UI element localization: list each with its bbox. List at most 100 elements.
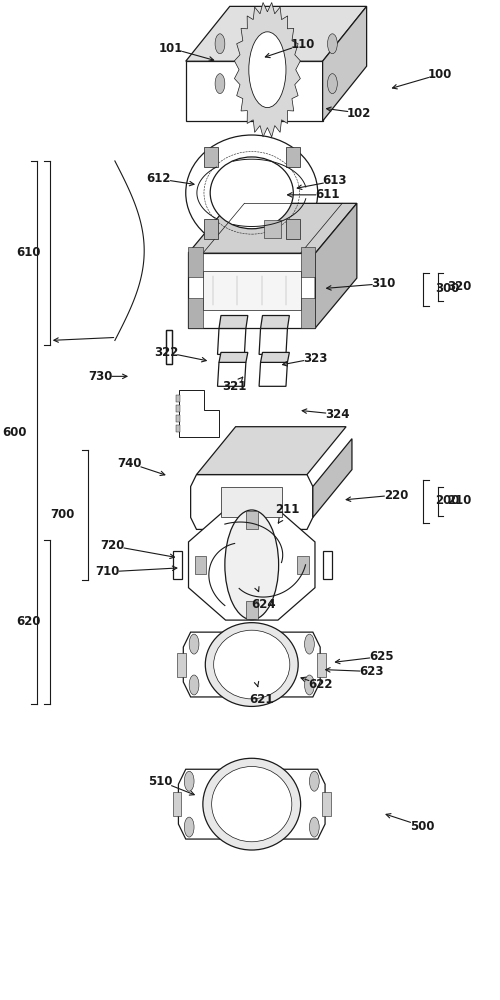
Ellipse shape (186, 135, 318, 251)
Bar (221, 487, 282, 517)
Circle shape (215, 34, 225, 54)
Polygon shape (184, 632, 320, 697)
Polygon shape (188, 253, 316, 328)
Text: 730: 730 (88, 370, 112, 383)
Polygon shape (219, 352, 248, 362)
Polygon shape (186, 61, 322, 121)
Ellipse shape (210, 157, 294, 229)
Circle shape (189, 634, 199, 654)
Bar (317, 653, 326, 677)
Bar (166, 330, 172, 364)
Text: 623: 623 (360, 665, 384, 678)
Text: 500: 500 (410, 820, 434, 833)
Polygon shape (260, 316, 290, 328)
Ellipse shape (203, 758, 300, 850)
Polygon shape (186, 6, 366, 61)
Circle shape (215, 74, 225, 94)
Ellipse shape (206, 623, 298, 706)
Bar (178, 653, 186, 677)
Polygon shape (313, 439, 352, 517)
Polygon shape (218, 362, 246, 386)
Polygon shape (322, 6, 366, 121)
Polygon shape (203, 271, 300, 310)
Text: 600: 600 (2, 426, 27, 439)
Bar (297, 556, 309, 574)
Polygon shape (188, 203, 357, 253)
Polygon shape (219, 316, 248, 328)
Circle shape (328, 74, 338, 94)
Circle shape (304, 634, 314, 654)
Text: 310: 310 (372, 277, 396, 290)
Bar (176, 405, 180, 412)
Text: 625: 625 (369, 650, 394, 663)
Text: 610: 610 (16, 246, 40, 259)
Bar (188, 247, 203, 277)
Text: 612: 612 (146, 172, 171, 185)
Text: 613: 613 (322, 174, 347, 187)
Polygon shape (190, 475, 313, 529)
Bar (176, 395, 180, 402)
Circle shape (310, 771, 319, 791)
Text: 611: 611 (316, 188, 340, 201)
Polygon shape (259, 362, 288, 386)
Bar (286, 147, 300, 167)
Text: 620: 620 (16, 615, 40, 628)
Bar (176, 425, 180, 432)
Text: 624: 624 (252, 598, 276, 611)
Polygon shape (188, 510, 315, 620)
Bar (246, 511, 258, 529)
Bar (188, 298, 203, 328)
Bar (176, 415, 180, 422)
Circle shape (184, 817, 194, 837)
Text: 621: 621 (250, 693, 274, 706)
Circle shape (184, 771, 194, 791)
Text: 220: 220 (384, 489, 408, 502)
Text: 210: 210 (448, 494, 471, 507)
Polygon shape (316, 203, 357, 328)
Text: 622: 622 (308, 678, 332, 691)
Polygon shape (218, 328, 246, 354)
Bar (172, 792, 182, 816)
Ellipse shape (212, 767, 292, 842)
Bar (204, 219, 218, 239)
Circle shape (310, 817, 319, 837)
Text: 740: 740 (118, 457, 142, 470)
Text: 300: 300 (435, 282, 460, 295)
Text: 320: 320 (448, 280, 471, 293)
Text: 720: 720 (100, 539, 124, 552)
Text: 322: 322 (154, 346, 178, 359)
Bar (322, 551, 332, 579)
Bar (166, 330, 172, 364)
Bar (172, 551, 182, 579)
Text: 323: 323 (303, 352, 328, 365)
Text: 700: 700 (50, 508, 74, 521)
Circle shape (328, 34, 338, 54)
Circle shape (225, 510, 278, 620)
Bar (194, 556, 206, 574)
Bar (286, 219, 300, 239)
Circle shape (304, 675, 314, 695)
Text: 200: 200 (435, 494, 460, 507)
Text: 510: 510 (148, 775, 172, 788)
Text: 102: 102 (347, 107, 372, 120)
Text: 321: 321 (222, 380, 247, 393)
Bar (264, 220, 281, 238)
Text: 110: 110 (291, 38, 316, 51)
Text: 100: 100 (428, 68, 452, 81)
Ellipse shape (214, 630, 290, 699)
Text: 101: 101 (159, 42, 184, 55)
Text: 324: 324 (325, 408, 349, 421)
Bar (300, 298, 316, 328)
Polygon shape (196, 427, 346, 475)
Polygon shape (259, 328, 288, 354)
Text: 211: 211 (275, 503, 299, 516)
Bar (300, 247, 316, 277)
Polygon shape (234, 2, 300, 137)
Bar (322, 792, 331, 816)
Text: 710: 710 (96, 565, 120, 578)
Bar (204, 147, 218, 167)
Polygon shape (178, 769, 325, 839)
Circle shape (249, 32, 286, 108)
Circle shape (189, 675, 199, 695)
Polygon shape (260, 352, 290, 362)
